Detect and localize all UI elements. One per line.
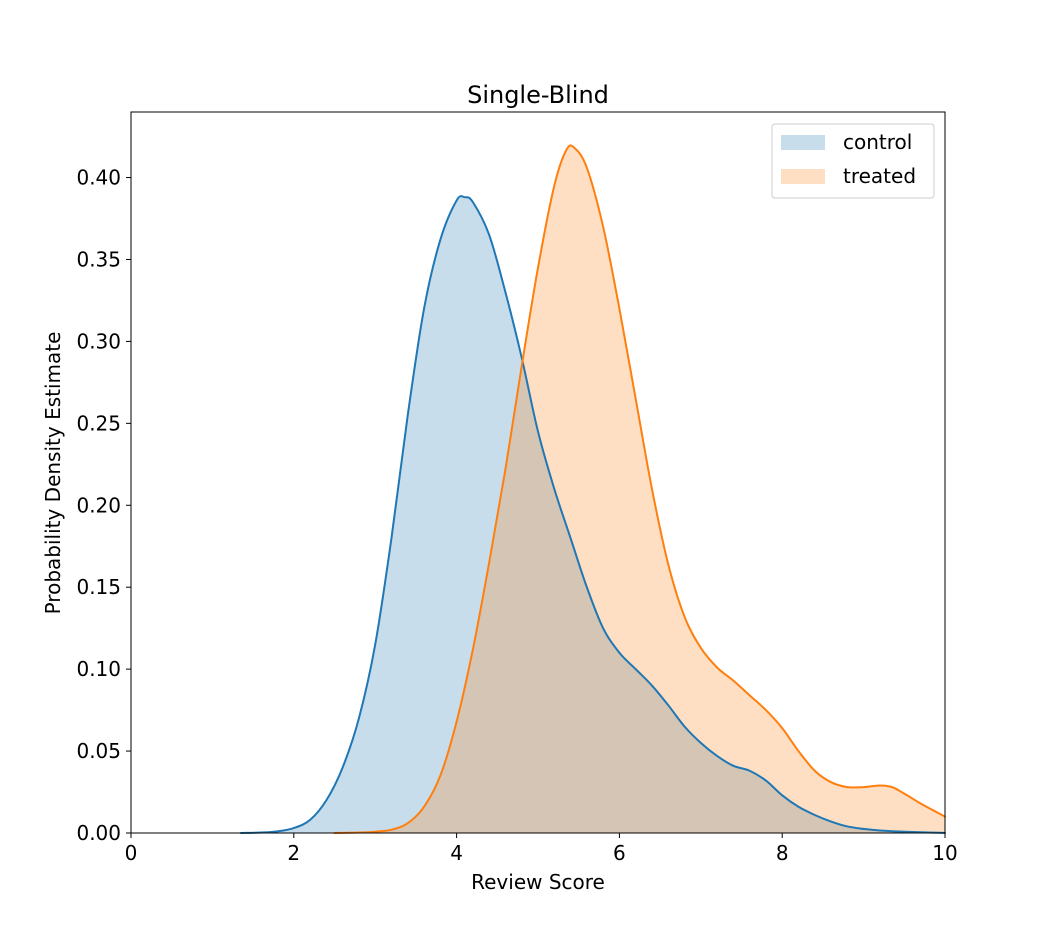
y-tick-label: 0.35 <box>76 247 121 271</box>
legend-label-control: control <box>843 130 912 154</box>
y-tick-label: 0.40 <box>76 166 121 190</box>
y-tick-label: 0.15 <box>76 575 121 599</box>
plot-lines <box>239 144 946 834</box>
x-tick-label: 6 <box>613 841 626 865</box>
chart-title: Single-Blind <box>467 81 609 109</box>
area-fill-treated <box>334 145 945 833</box>
x-axis: 0 2 4 6 8 10 <box>125 833 958 865</box>
y-axis: 0.00 0.05 0.10 0.15 0.20 0.25 0.30 0.35 0.40 <box>76 166 131 845</box>
y-tick-label: 0.00 <box>76 821 121 845</box>
x-tick-label: 8 <box>776 841 789 865</box>
y-tick-label: 0.25 <box>76 411 121 435</box>
x-tick-label: 2 <box>287 841 300 865</box>
legend: control treated <box>771 123 935 199</box>
x-axis-label: Review Score <box>471 870 605 894</box>
x-tick-label: 4 <box>450 841 463 865</box>
y-tick-label: 0.10 <box>76 657 121 681</box>
plot-frame <box>130 111 946 834</box>
legend-label-treated: treated <box>843 164 916 188</box>
y-axis-label: Probability Density Estimate <box>41 332 65 615</box>
x-tick-label: 0 <box>125 841 138 865</box>
legend-swatch-control <box>781 135 825 150</box>
y-tick-label: 0.05 <box>76 739 121 763</box>
y-tick-label: 0.20 <box>76 493 121 517</box>
legend-box <box>771 123 935 199</box>
x-tick-label: 10 <box>932 841 957 865</box>
density-line-control <box>239 195 946 834</box>
density-line-treated <box>333 144 946 834</box>
y-tick-label: 0.30 <box>76 329 121 353</box>
legend-swatch-treated <box>781 169 825 184</box>
